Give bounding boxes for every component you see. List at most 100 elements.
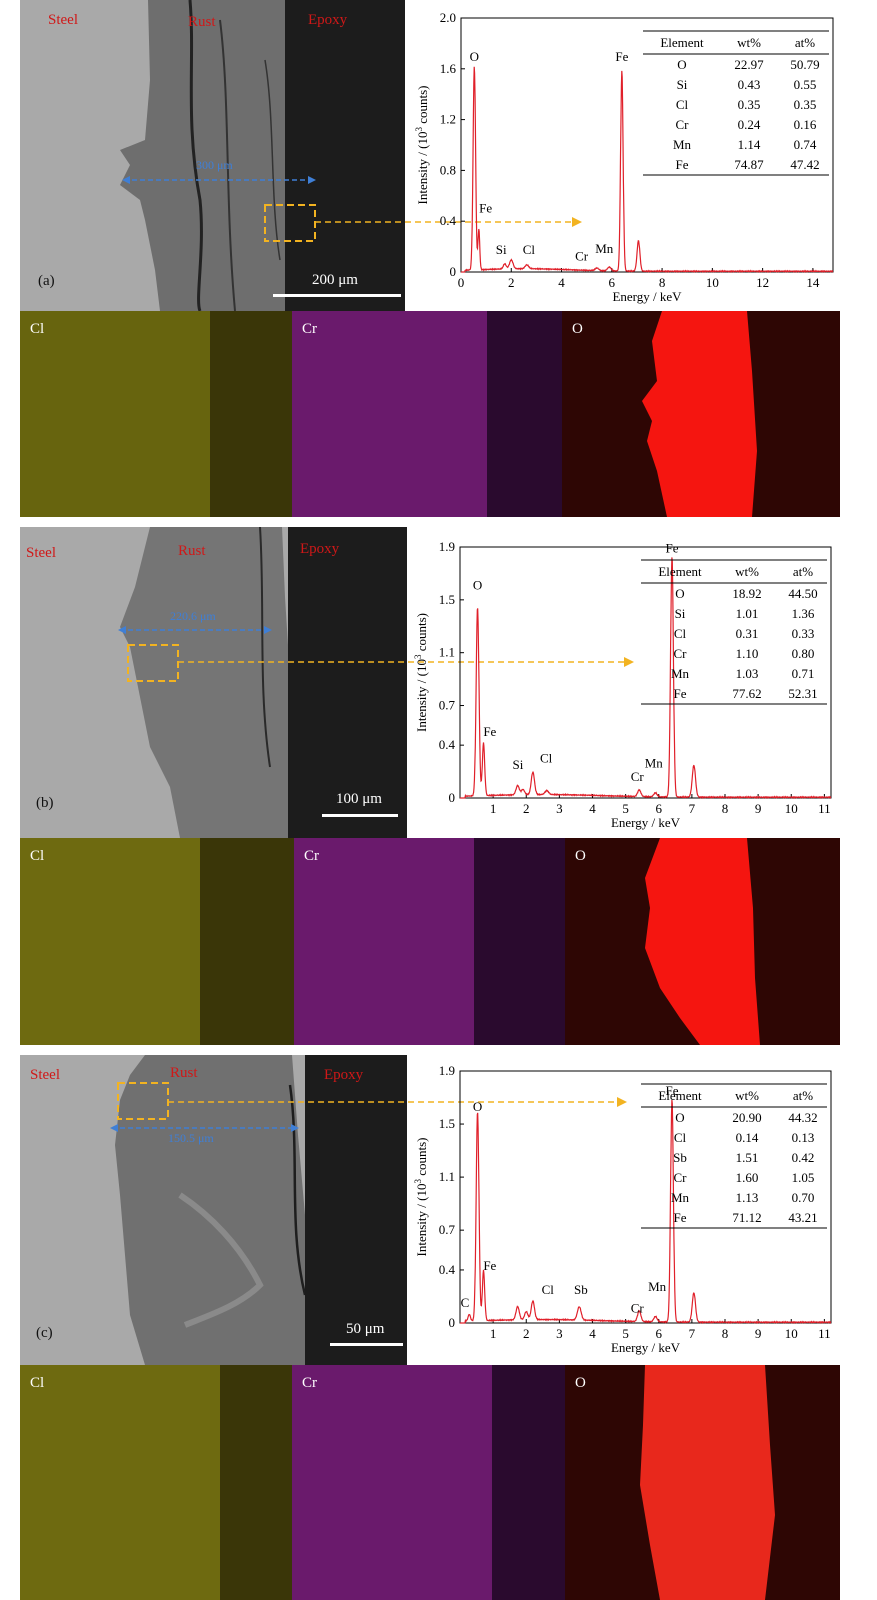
x-tick-label: 8 [722, 801, 729, 816]
peak-label: Cr [631, 769, 645, 784]
table-cell: 1.05 [792, 1170, 815, 1185]
cr-map-a: Cr [292, 311, 562, 517]
table-cell: Mn [673, 137, 692, 152]
peak-label: Cl [542, 1282, 555, 1297]
y-tick-label: 0 [449, 790, 456, 805]
cr-map-c: Cr [292, 1365, 565, 1600]
y-tick-label: 0.4 [440, 213, 457, 228]
thickness-label: 300 μm [196, 158, 233, 172]
peak-label: Fe [666, 1083, 679, 1098]
y-tick-label: 0 [450, 264, 457, 279]
table-cell: O [677, 57, 686, 72]
table-cell: 20.90 [732, 1110, 761, 1125]
scale-bar-label: 200 μm [312, 272, 358, 288]
table-cell: 0.24 [738, 117, 761, 132]
table-header: at% [793, 1088, 813, 1103]
peak-label: Fe [483, 1258, 496, 1273]
table-cell: 0.35 [794, 97, 817, 112]
o-map-c: O [565, 1365, 840, 1600]
y-tick-label: 0.4 [439, 737, 456, 752]
spectrum-line [461, 66, 834, 273]
scale-bar [273, 294, 401, 297]
sem-image-a: Steel Rust Epoxy 300 μm (a) 200 μm [20, 0, 405, 311]
rust-layer [120, 0, 310, 311]
epoxy-label: Epoxy [300, 541, 340, 557]
steel-label: Steel [26, 545, 56, 561]
cl-map-a: Cl [20, 311, 292, 517]
x-tick-label: 7 [689, 1326, 696, 1341]
table-cell: 22.97 [734, 57, 764, 72]
table-header: wt% [735, 1088, 759, 1103]
table-cell: 1.01 [736, 606, 759, 621]
y-tick-label: 0.8 [440, 162, 456, 177]
peak-label: Sb [574, 1282, 588, 1297]
eds-spectrum-c: 1 2 3 4 5 6 7 8 9 10 11 0 0.4 0.7 1.1 1.5 1.9 Energy / ke… [413, 1063, 832, 1355]
table-cell: 0.14 [736, 1130, 759, 1145]
y-axis-label: Intensity / (103 counts) [413, 1138, 429, 1257]
x-tick-label: 4 [589, 801, 596, 816]
table-cell: 0.31 [736, 626, 759, 641]
o-map-a: O [562, 311, 840, 517]
x-tick-label: 10 [785, 1326, 798, 1341]
table-cell: O [675, 586, 684, 601]
table-cell: 0.71 [792, 666, 815, 681]
x-tick-label: 3 [556, 801, 563, 816]
plot-frame [459, 546, 832, 799]
x-tick-label: 2 [523, 801, 530, 816]
epoxy-label: Epoxy [308, 12, 348, 28]
plot-frame [460, 17, 834, 273]
table-cell: 52.31 [788, 686, 817, 701]
table-cell: 0.13 [792, 1130, 815, 1145]
y-axis-label: Intensity / (103 counts) [413, 613, 429, 732]
table-cell: 0.74 [794, 137, 817, 152]
thickness-arrow [122, 176, 316, 242]
peak-label: Fe [615, 49, 628, 64]
table-cell: Cl [676, 97, 689, 112]
table-cell: Cr [676, 117, 690, 132]
sem-image-b: Steel Rust Epoxy 220.6 μm (b) 100 μm [20, 527, 407, 838]
y-tick-label: 2.0 [440, 10, 456, 25]
x-tick-label: 9 [755, 1326, 762, 1341]
map-label: Cl [30, 1375, 45, 1391]
table-cell: 50.79 [790, 57, 819, 72]
y-tick-label: 1.5 [439, 1116, 455, 1131]
roi-arrow-a [315, 217, 582, 227]
table-cell: 71.12 [732, 1210, 761, 1225]
cl-map-b: Cl [20, 838, 294, 1045]
x-tick-label: 11 [818, 1326, 831, 1341]
eds-spectrum-b: 1 2 3 4 5 6 7 8 9 10 11 0 0.4 0.7 1.1 1.5 1.9 Energy / ke… [413, 539, 832, 830]
x-tick-label: 3 [556, 1326, 563, 1341]
table-cell: Cr [674, 1170, 688, 1185]
cr-map-b: Cr [294, 838, 565, 1045]
x-tick-label: 12 [756, 275, 769, 290]
x-tick-label: 5 [622, 1326, 629, 1341]
peak-label: Fe [666, 540, 679, 555]
x-tick-label: 6 [656, 1326, 663, 1341]
y-tick-label: 1.2 [440, 112, 456, 127]
epoxy-region [288, 527, 407, 838]
o-map-b: O [565, 838, 840, 1045]
table-cell: Cr [674, 646, 688, 661]
table-cell: 44.50 [788, 586, 817, 601]
peak-label: Cl [540, 750, 553, 765]
peak-label: Fe [483, 724, 496, 739]
spectrum-line [460, 557, 832, 800]
table-cell: 77.62 [732, 686, 761, 701]
map-label: Cr [302, 321, 317, 337]
table-cell: Sb [673, 1150, 687, 1165]
table-cell: Si [677, 77, 688, 92]
table-cell: 0.43 [738, 77, 761, 92]
y-tick-label: 1.5 [439, 592, 455, 607]
table-cell: Mn [671, 1190, 690, 1205]
x-tick-label: 4 [589, 1326, 596, 1341]
x-tick-label: 10 [785, 801, 798, 816]
sem-image-c: Steel Rust Epoxy 150.5 μm (c) 50 μm [20, 1055, 407, 1365]
peak-label: Mn [648, 1279, 667, 1294]
table-header: at% [793, 564, 813, 579]
table-cell: Fe [674, 686, 687, 701]
table-cell: 1.03 [736, 666, 759, 681]
table-header: at% [795, 35, 815, 50]
x-tick-label: 14 [806, 275, 820, 290]
table-cell: 1.14 [738, 137, 761, 152]
peak-label: C [461, 1295, 470, 1310]
